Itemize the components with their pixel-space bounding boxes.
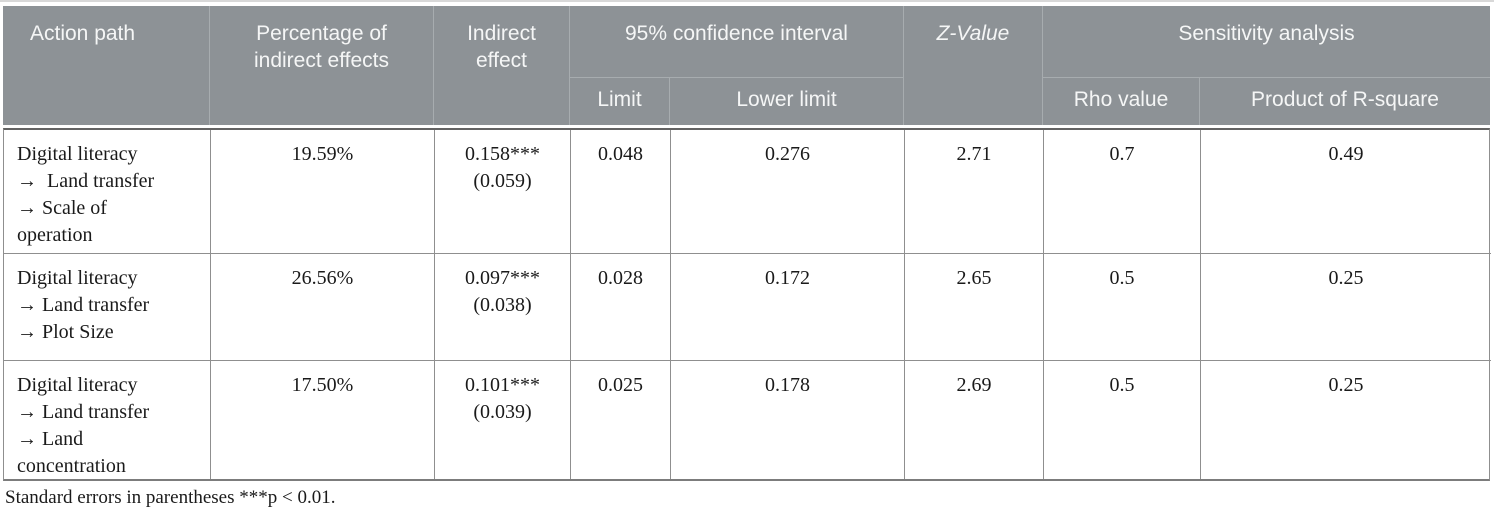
cell-row3-product-r-square: 0.25	[1328, 374, 1364, 396]
table-body: Digital literacy → Land transfer → Scale…	[3, 128, 1491, 481]
cell-row1-lower-limit: 0.276	[671, 130, 905, 254]
header-sensitivity-analysis-group: Sensitivity analysis	[1043, 6, 1490, 78]
mediation-effects-table: Action path Percentage of indirect effec…	[3, 6, 1491, 481]
cell-row2-rho-value: 0.5	[1044, 254, 1201, 361]
cell-row2-limit: 0.028	[571, 254, 671, 361]
header-rho-value: Rho value	[1043, 78, 1200, 125]
cell-row2-percentage: 26.56%	[211, 254, 435, 361]
cell-row1-indirect-effect: 0.158*** (0.059)	[435, 130, 571, 254]
indirect-effect-value: 0.158***	[465, 143, 540, 165]
table-footnote: Standard errors in parentheses ***p < 0.…	[5, 487, 336, 508]
indirect-effect-se: (0.038)	[473, 294, 532, 316]
cell-row2-action-path: Digital literacy → Land transfer → Plot …	[4, 254, 211, 361]
indirect-effect-se: (0.039)	[473, 401, 532, 423]
cell-row3-action-path: Digital literacy → Land transfer → Land …	[4, 361, 211, 479]
cell-row2-z-value: 2.65	[905, 254, 1044, 361]
header-lower-limit: Lower limit	[670, 78, 904, 125]
cell-row1-action-path: Digital literacy → Land transfer → Scale…	[4, 130, 211, 254]
header-z-value: Z-Value	[904, 6, 1043, 125]
header-limit: Limit	[570, 78, 670, 125]
header-percentage-of-indirect-effects: Percentage of indirect effects	[210, 6, 434, 125]
indirect-effect-value: 0.101***	[465, 374, 540, 396]
cell-row1-limit: 0.048	[571, 130, 671, 254]
header-product-of-r-square: Product of R-square	[1251, 88, 1439, 111]
cell-row3-limit: 0.025	[571, 361, 671, 479]
top-divider	[0, 0, 1494, 2]
cell-row3-indirect-effect: 0.101*** (0.039)	[435, 361, 571, 479]
cell-row1-percentage: 19.59%	[211, 130, 435, 254]
header-indirect-effect: Indirect effect	[434, 6, 570, 125]
header-confidence-interval-group: 95% confidence interval	[570, 6, 904, 78]
cell-row1-rho-value: 0.7	[1044, 130, 1201, 254]
cell-row3-lower-limit: 0.178	[671, 361, 905, 479]
indirect-effect-value: 0.097***	[465, 267, 540, 289]
cell-row1-z-value: 2.71	[905, 130, 1044, 254]
table-header: Action path Percentage of indirect effec…	[3, 6, 1490, 125]
cell-row2-indirect-effect: 0.097*** (0.038)	[435, 254, 571, 361]
cell-row3-z-value: 2.69	[905, 361, 1044, 479]
indirect-effect-se: (0.059)	[473, 170, 532, 192]
cell-row1-product-r-square: 0.49	[1201, 130, 1491, 254]
cell-row2-lower-limit: 0.172	[671, 254, 905, 361]
cell-row3-percentage: 17.50%	[211, 361, 435, 479]
cell-row2-product-r-square: 0.25	[1201, 254, 1491, 361]
header-action-path: Action path	[3, 6, 210, 125]
cell-row3-rho-value: 0.5	[1044, 361, 1201, 479]
